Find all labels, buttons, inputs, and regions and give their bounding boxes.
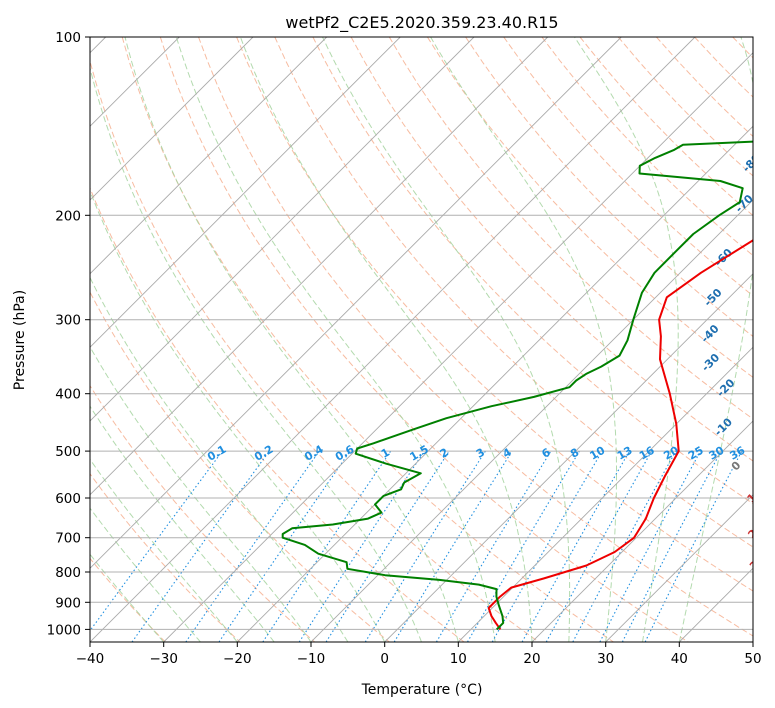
dry-adiabat [350,37,753,462]
isotherm [90,37,696,642]
theta-e-label: 20 [745,521,765,541]
y-tick-label: 400 [55,387,81,403]
y-tick-label: 700 [55,531,81,547]
dry-adiabat [236,37,753,592]
theta-e-label: 30 [747,553,767,573]
isotherm [384,273,753,642]
mixing-ratio-line [325,450,450,642]
x-tick-label: 0 [380,651,389,667]
chart-title: wetPf2_C2E5.2020.359.23.40.R15 [285,13,558,33]
mixing-ratio-line [262,450,392,642]
dry-adiabat [465,37,753,338]
x-tick-label: −40 [76,651,105,667]
x-tick-label: 50 [744,651,761,667]
moist-adiabat [430,37,617,642]
moist-adiabat [175,37,496,642]
isotherm [457,346,753,642]
moist-adiabat [90,189,386,642]
mixing-ratio-line [521,450,630,642]
theta-e-label: 10 [745,485,765,505]
y-tick-label: 200 [55,208,81,224]
dry-adiabat [771,37,775,642]
moist-adiabat [124,37,459,642]
y-tick-label: 1000 [47,622,81,638]
y-tick-label: 900 [55,595,81,611]
moist-adiabat [90,553,165,642]
mixing-ratio-line [131,450,270,642]
isotherm [531,420,753,642]
mixing-ratio-line [572,450,677,642]
moist-adiabat [90,458,238,642]
x-tick-label: −10 [297,651,326,667]
x-tick-label: −20 [223,651,252,667]
dry-adiabat [90,59,540,642]
isotherm [752,641,753,642]
dry-adiabat [121,37,614,642]
y-tick-label: 300 [55,313,81,329]
y-axis: 100 200 300 400 500 600 700 800 900 1000 [47,30,90,638]
isotherm [310,199,753,642]
isotherm [605,494,753,642]
moist-adiabat [574,37,679,642]
isotherm [90,37,622,569]
x-tick-label: 10 [450,651,467,667]
plot-background [90,37,753,642]
x-tick-label: 20 [523,651,540,667]
x-axis-label: Temperature (°C) [361,682,483,698]
dry-adiabat [90,291,390,642]
mixing-ratio-line [90,450,223,632]
isotherm [163,52,753,642]
dry-adiabat [90,472,241,642]
x-tick-label: −30 [149,651,178,667]
mixing-ratio-line [644,450,743,642]
isotherm [236,125,753,642]
moist-adiabat [678,37,753,642]
mixing-ratio-line [393,450,513,642]
moist-adiabat [90,507,201,642]
temperature-profile [487,239,753,630]
dry-adiabat [503,37,753,297]
isotherm [90,37,549,496]
y-tick-label: 600 [55,491,81,507]
isotherm [90,37,328,275]
theta-e-label: 40 [753,584,773,604]
moist-adiabat [322,37,571,642]
dewpoint-profile [281,140,753,631]
moist-adiabat [90,276,349,642]
x-axis: −40 −30 −20 −10 0 10 20 30 40 50 [76,642,762,667]
theta-label: -90 [762,104,775,127]
mixing-ratio-line [185,450,320,642]
dry-adiabat [312,37,753,505]
y-axis-label: Pressure (hPa) [12,290,28,390]
moist-adiabat [90,345,312,642]
isotherm [90,37,475,422]
x-tick-label: 40 [671,651,688,667]
sounding-profiles [281,140,753,631]
dry-adiabat [90,557,166,642]
plot-frame [89,36,754,643]
dry-adiabat [159,37,689,642]
y-tick-label: 500 [55,444,81,460]
isotherm [90,37,254,201]
moist-adiabat [90,405,275,642]
isotherm [90,37,401,348]
mixing-ratio-line [218,450,351,642]
dry-adiabat [90,186,465,642]
pressure-gridlines [90,37,753,630]
dry-adiabat [90,384,316,642]
background-lines [90,37,775,642]
moist-adiabat [239,37,533,642]
moist-adiabat [90,65,422,642]
mixing-ratio-line [298,450,425,642]
y-tick-label: 800 [55,565,81,581]
x-tick-label: 30 [597,651,614,667]
y-tick-label: 100 [55,30,81,46]
